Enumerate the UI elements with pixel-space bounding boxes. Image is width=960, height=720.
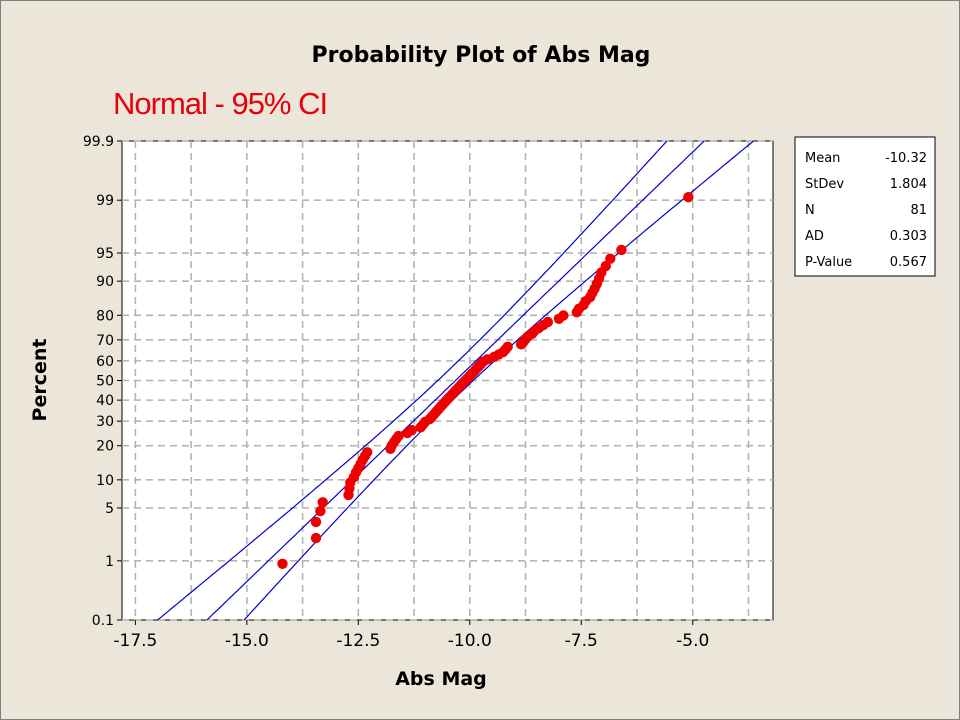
chart-title: Probability Plot of Abs Mag	[312, 43, 651, 68]
y-tick-label: 50	[96, 374, 114, 390]
fitted-line	[206, 140, 705, 621]
data-point	[605, 253, 616, 264]
data-point	[558, 310, 569, 321]
stats-value: 0.303	[890, 229, 927, 244]
stats-value: 1.804	[890, 177, 927, 192]
stats-table: Mean -10.32 StDev 1.804 N 81 AD 0.303 P-Value 0.5…	[794, 136, 936, 277]
stats-value: -10.32	[885, 151, 927, 166]
data-point	[362, 447, 373, 458]
stats-label: Mean	[805, 151, 840, 166]
data-point	[315, 505, 326, 517]
y-tick-label: 95	[96, 246, 114, 262]
y-tick-label: 99	[96, 193, 114, 209]
data-point	[616, 244, 627, 256]
stats-label: AD	[805, 229, 824, 244]
y-tick-label: 0.1	[92, 613, 114, 629]
y-tick-label: 5	[105, 501, 114, 517]
stats-label: N	[805, 203, 815, 218]
axis-ticks: -17.5 -15.0 -12.5 -10.0 -7.5 -5.0 0.1 1 5 10 20 30 4…	[83, 134, 709, 651]
upper-ci-band	[157, 140, 668, 621]
stats-label: P-Value	[805, 255, 852, 270]
data-point	[393, 430, 404, 442]
y-tick-label: 99.9	[83, 134, 114, 150]
y-tick-label: 80	[96, 308, 114, 324]
data-point	[542, 316, 553, 328]
data-point	[502, 341, 513, 352]
y-tick-label: 40	[96, 393, 114, 409]
y-tick-label: 30	[96, 414, 114, 430]
data-point	[406, 424, 417, 436]
x-tick-label: -7.5	[565, 631, 598, 651]
x-tick-label: -12.5	[336, 631, 380, 651]
y-axis-label: Percent	[29, 339, 51, 422]
data-point	[683, 192, 694, 203]
y-tick-label: 1	[105, 554, 114, 570]
y-tick-label: 60	[96, 354, 114, 370]
y-tick-label: 90	[96, 274, 114, 290]
x-tick-label: -17.5	[113, 631, 157, 651]
stats-box-border	[794, 136, 936, 277]
stats-value: 81	[910, 203, 927, 218]
x-tick-label: -15.0	[225, 631, 269, 651]
data-point	[317, 497, 328, 508]
data-point	[310, 516, 322, 528]
data-point	[277, 558, 288, 569]
stats-label: StDev	[805, 177, 844, 192]
grid-lines	[122, 140, 773, 621]
chart-subtitle: Normal - 95% CI	[113, 86, 327, 121]
x-tick-label: -5.0	[676, 631, 709, 651]
y-tick-label: 70	[96, 333, 114, 349]
y-tick-label: 20	[96, 439, 114, 455]
y-tick-label: 10	[96, 473, 114, 489]
x-axis-label: Abs Mag	[395, 668, 487, 690]
stats-value: 0.567	[890, 255, 927, 270]
data-points	[277, 192, 694, 569]
x-tick-label: -10.0	[448, 631, 492, 651]
data-point	[310, 532, 322, 544]
